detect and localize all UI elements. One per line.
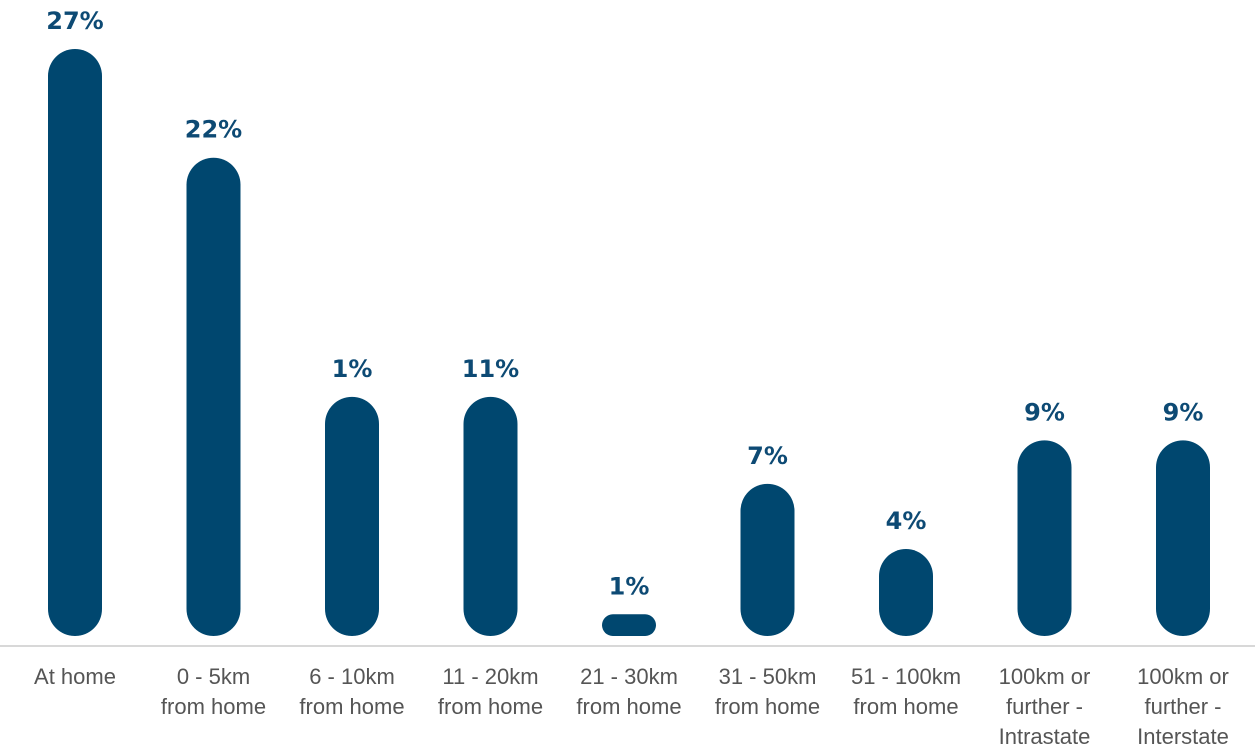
category-label-3-line-1: from home: [438, 694, 543, 719]
category-label-4-line-1: from home: [576, 694, 681, 719]
category-label-8-line-0: 100km or: [1137, 664, 1229, 689]
category-label-0-line-0: At home: [34, 664, 116, 689]
category-label-7-line-2: Intrastate: [999, 724, 1091, 749]
category-label-5-line-0: 31 - 50km: [719, 664, 817, 689]
category-label-6-line-1: from home: [853, 694, 958, 719]
value-label-2: 1%: [332, 355, 373, 383]
category-label-8-line-2: Interstate: [1137, 724, 1229, 749]
bar-0: [48, 49, 102, 636]
value-label-7: 9%: [1024, 398, 1065, 426]
category-label-7-line-0: 100km or: [999, 664, 1091, 689]
bar-7: [1017, 440, 1072, 636]
category-label-2-line-0: 6 - 10km: [309, 664, 395, 689]
value-label-6: 4%: [886, 507, 927, 535]
bar-5: [740, 483, 795, 636]
bar-4: [602, 614, 656, 636]
value-label-1: 22%: [185, 116, 242, 144]
bar-2: [325, 396, 379, 636]
value-label-0: 27%: [46, 7, 103, 35]
category-label-5-line-1: from home: [715, 694, 820, 719]
category-labels-group: At home 0 - 5km from home 6 - 10km from home…: [34, 664, 1229, 749]
bar-1: [186, 157, 241, 636]
category-label-3-line-0: 11 - 20km: [442, 664, 538, 689]
value-label-5: 7%: [747, 442, 788, 470]
value-labels-group: 27% 22% 1% 11% 1% 7% 4% 9% 9%: [46, 7, 1203, 600]
value-label-8: 9%: [1163, 398, 1204, 426]
category-label-7-line-1: further -: [1006, 694, 1083, 719]
value-label-3: 11%: [462, 355, 519, 383]
category-label-4-line-0: 21 - 30km: [580, 664, 678, 689]
value-label-4: 1%: [609, 572, 650, 600]
category-label-1-line-1: from home: [161, 694, 266, 719]
bar-3: [463, 396, 518, 636]
category-label-1-line-0: 0 - 5km: [177, 664, 250, 689]
category-label-2-line-1: from home: [299, 694, 404, 719]
bar-8: [1156, 440, 1210, 636]
category-label-8-line-1: further -: [1144, 694, 1221, 719]
bar-6: [879, 549, 933, 636]
bars-group: [48, 49, 1210, 636]
category-label-6-line-0: 51 - 100km: [851, 664, 961, 689]
